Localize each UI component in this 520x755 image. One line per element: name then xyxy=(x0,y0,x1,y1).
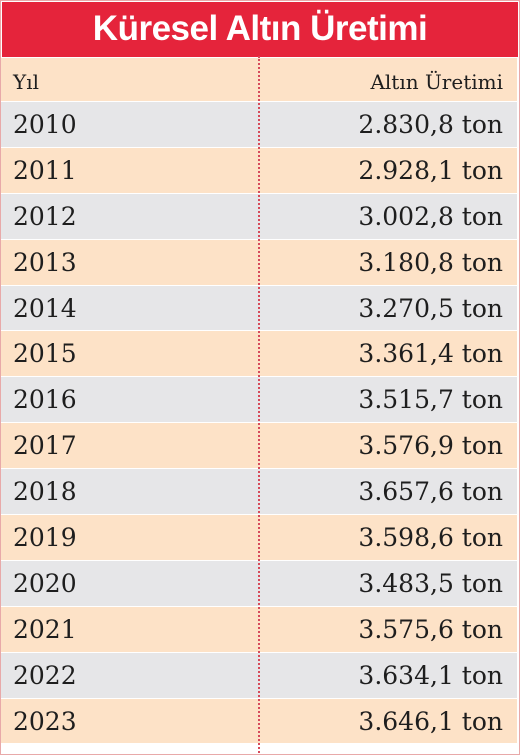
year-cell: 2014 xyxy=(13,293,77,323)
year-cell: 2016 xyxy=(13,385,77,415)
table-title: Küresel Altın Üretimi xyxy=(2,2,518,57)
year-cell: 2022 xyxy=(13,660,77,690)
production-cell: 3.515,7 ton xyxy=(358,385,503,415)
production-cell: 3.180,8 ton xyxy=(358,247,503,277)
year-cell: 2010 xyxy=(13,109,77,139)
year-cell: 2011 xyxy=(13,155,77,185)
production-cell: 3.646,1 ton xyxy=(358,706,503,736)
production-cell: 3.634,1 ton xyxy=(358,660,503,690)
production-cell: 3.575,6 ton xyxy=(358,614,503,644)
year-cell: 2015 xyxy=(13,339,77,369)
production-cell: 3.483,5 ton xyxy=(358,568,503,598)
year-cell: 2023 xyxy=(13,706,77,736)
header-year: Yıl xyxy=(13,69,39,94)
production-cell: 2.928,1 ton xyxy=(358,155,503,185)
year-cell: 2012 xyxy=(13,201,77,231)
production-cell: 3.576,9 ton xyxy=(358,431,503,461)
production-cell: 3.270,5 ton xyxy=(358,293,503,323)
year-cell: 2021 xyxy=(13,614,77,644)
production-cell: 2.830,8 ton xyxy=(358,109,503,139)
year-cell: 2013 xyxy=(13,247,77,277)
year-cell: 2017 xyxy=(13,431,77,461)
year-cell: 2019 xyxy=(13,522,77,552)
production-cell: 3.598,6 ton xyxy=(358,522,503,552)
production-cell: 3.361,4 ton xyxy=(358,339,503,369)
column-divider xyxy=(258,56,260,753)
production-cell: 3.002,8 ton xyxy=(358,201,503,231)
year-cell: 2018 xyxy=(13,477,77,507)
year-cell: 2020 xyxy=(13,568,77,598)
header-production: Altın Üretimi xyxy=(370,69,503,94)
production-cell: 3.657,6 ton xyxy=(358,477,503,507)
